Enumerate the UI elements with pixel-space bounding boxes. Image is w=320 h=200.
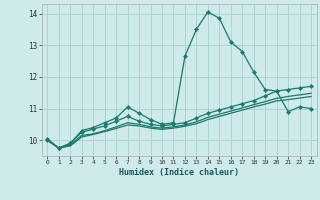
X-axis label: Humidex (Indice chaleur): Humidex (Indice chaleur) [119,168,239,177]
